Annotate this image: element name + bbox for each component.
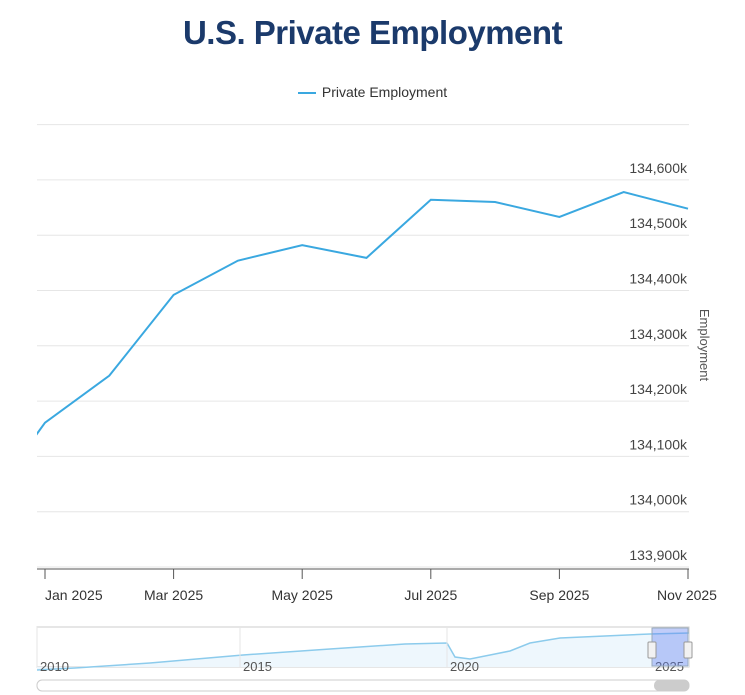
y-tick-label: 134,600k: [629, 160, 688, 176]
navigator-handle[interactable]: [683, 641, 693, 659]
x-tick-label: May 2025: [271, 587, 333, 603]
y-tick-label: 134,000k: [629, 492, 688, 508]
chart-title: U.S. Private Employment: [182, 14, 563, 51]
scrollbar-thumb[interactable]: [654, 680, 689, 691]
navigator-handle[interactable]: [647, 641, 657, 659]
x-tick-label: Nov 2025: [657, 587, 717, 603]
series-line-private-employment: [37, 191, 689, 436]
y-tick-label: 134,500k: [629, 215, 688, 231]
legend-swatch: [297, 92, 316, 95]
navigator-selection[interactable]: [651, 627, 689, 667]
x-tick-label: Mar 2025: [144, 587, 203, 603]
y-tick-label: 134,100k: [629, 436, 688, 452]
legend-item[interactable]: Private Employment: [0, 84, 745, 100]
y-tick-label: 134,300k: [629, 326, 688, 342]
y-tick-label: 134,200k: [629, 381, 688, 397]
x-tick-label: Jan 2025: [45, 587, 103, 603]
navigator-label: 2010: [40, 659, 69, 674]
y-tick-label: 134,400k: [629, 271, 688, 287]
navigator-label: 2020: [450, 659, 479, 674]
legend-label: Private Employment: [321, 84, 448, 100]
y-tick-label: 133,900k: [629, 547, 688, 563]
navigator-series: [36, 632, 690, 671]
navigator-label: 2015: [243, 659, 272, 674]
x-tick-label: Jul 2025: [404, 587, 457, 603]
y-axis-label: Employment: [697, 309, 712, 382]
navigator-area: [37, 633, 689, 670]
x-tick-label: Sep 2025: [529, 587, 589, 603]
scrollbar-track[interactable]: [36, 679, 690, 692]
